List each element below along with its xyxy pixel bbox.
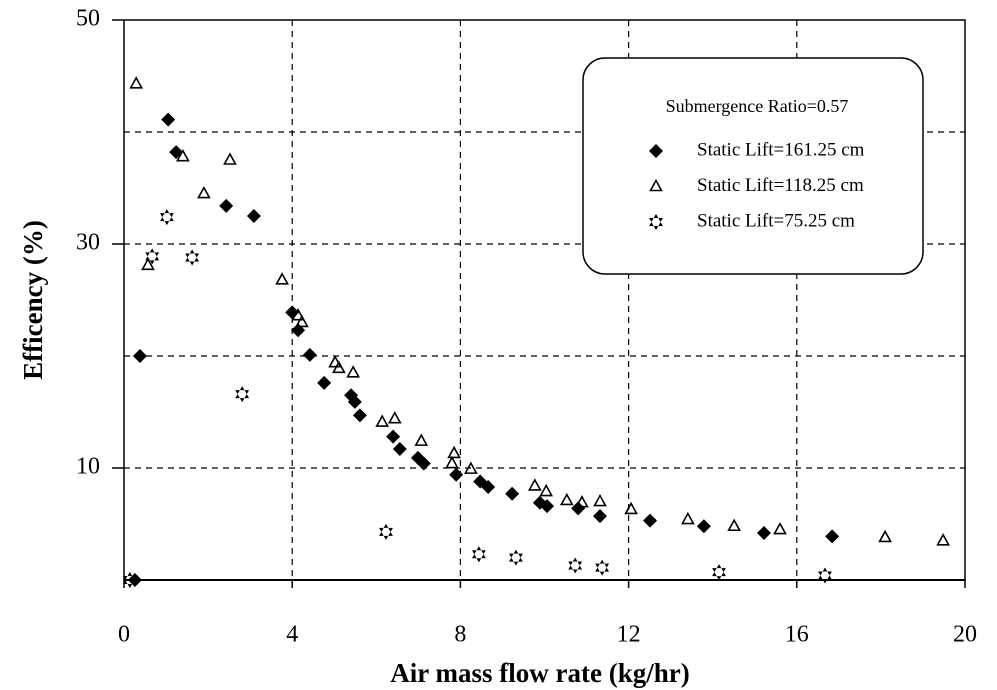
triangle-marker xyxy=(387,411,402,424)
triangle-marker xyxy=(223,152,237,165)
x-tick-label: 12 xyxy=(617,622,641,648)
x-tick-label: 4 xyxy=(286,622,298,648)
diamond-marker xyxy=(540,499,555,514)
triangle-marker xyxy=(727,518,741,532)
diamond-marker xyxy=(285,305,300,320)
triangle-marker xyxy=(129,76,144,89)
legend-label: Static Lift=75.25 cm xyxy=(697,210,855,231)
legend-label: Static Lift=161.25 cm xyxy=(697,139,865,160)
triangle-marker xyxy=(414,433,429,446)
triangle-marker xyxy=(197,185,211,199)
legend-box xyxy=(582,57,924,275)
diamond-marker xyxy=(392,441,407,456)
triangle-marker xyxy=(593,493,607,507)
diamond-marker xyxy=(246,209,261,223)
diamond-marker xyxy=(132,349,147,363)
diamond-marker xyxy=(757,525,772,540)
x-tick-label: 0 xyxy=(118,622,130,648)
triangle-marker xyxy=(575,495,589,508)
triangle-marker xyxy=(346,365,361,378)
star-marker xyxy=(122,572,137,588)
triangle-marker xyxy=(176,148,190,162)
triangle-marker xyxy=(773,521,787,535)
diamond-marker xyxy=(127,573,142,587)
y-tick-label: 50 xyxy=(76,6,100,32)
star-marker xyxy=(509,549,523,566)
diamond-marker xyxy=(161,112,176,127)
diamond-marker xyxy=(386,429,401,444)
x-tick-label: 20 xyxy=(953,622,977,648)
diamond-marker xyxy=(505,486,520,501)
triangle-marker xyxy=(332,360,346,374)
triangle-marker xyxy=(936,533,950,546)
star-marker xyxy=(595,559,610,576)
diamond-marker xyxy=(449,467,464,482)
star-marker xyxy=(145,248,160,265)
triangle-marker xyxy=(375,414,390,427)
star-marker xyxy=(568,557,583,574)
y-axis-label: Efficency (%) xyxy=(18,220,48,380)
triangle-marker xyxy=(141,257,155,271)
star-marker xyxy=(235,386,250,403)
triangle-marker xyxy=(275,272,289,285)
legend-marker xyxy=(649,214,663,230)
diamond-marker xyxy=(593,509,608,524)
star-marker xyxy=(159,209,174,226)
diamond-marker xyxy=(696,519,711,534)
star-marker xyxy=(712,564,726,581)
y-tick-label: 30 xyxy=(76,230,100,256)
triangle-marker xyxy=(445,455,459,469)
diamond-marker xyxy=(416,456,431,471)
triangle-marker xyxy=(681,511,695,525)
star-marker xyxy=(472,546,486,563)
diamond-marker xyxy=(219,198,234,213)
x-tick-label: 16 xyxy=(785,622,809,648)
diamond-marker xyxy=(291,323,306,338)
triangle-marker xyxy=(878,529,892,543)
triangle-marker xyxy=(624,501,638,515)
star-marker xyxy=(818,567,832,584)
diamond-marker xyxy=(302,347,317,362)
diamond-marker xyxy=(169,145,184,160)
diamond-marker xyxy=(571,501,586,516)
triangle-marker xyxy=(464,461,478,474)
triangle-marker xyxy=(291,308,305,321)
x-axis-label: Air mass flow rate (kg/hr) xyxy=(390,658,689,688)
diamond-marker xyxy=(825,529,840,544)
star-marker xyxy=(379,523,393,540)
legend-label: Static Lift=118.25 cm xyxy=(697,175,864,196)
star-marker xyxy=(185,249,200,266)
diamond-marker xyxy=(352,408,367,423)
diamond-marker xyxy=(481,480,496,495)
diamond-marker xyxy=(643,513,658,528)
diamond-marker xyxy=(317,375,332,390)
legend-title: Submergence Ratio=0.57 xyxy=(666,96,849,116)
triangle-marker xyxy=(295,314,309,328)
triangle-marker xyxy=(328,355,342,368)
triangle-marker xyxy=(539,483,554,497)
triangle-marker xyxy=(447,445,461,459)
y-tick-label: 10 xyxy=(76,454,100,480)
legend-marker xyxy=(649,178,663,192)
diamond-marker xyxy=(347,394,362,409)
triangle-marker xyxy=(527,478,542,491)
triangle-marker xyxy=(559,492,574,506)
x-tick-label: 8 xyxy=(454,622,466,648)
legend-marker xyxy=(649,144,663,158)
